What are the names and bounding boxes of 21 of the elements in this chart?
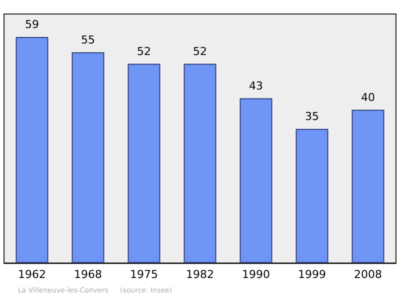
- bar: [240, 98, 272, 263]
- x-tick-label: 1990: [242, 268, 270, 281]
- x-tick-label: 1982: [186, 268, 214, 281]
- data-label: 55: [81, 33, 95, 46]
- data-label: 59: [25, 18, 39, 31]
- bar: [184, 64, 216, 263]
- x-tick-label: 1975: [130, 268, 158, 281]
- bar: [128, 64, 160, 263]
- x-tick-label: 2008: [354, 268, 382, 281]
- bar: [296, 128, 328, 263]
- data-label: 43: [249, 79, 263, 92]
- bar: [16, 36, 48, 263]
- x-tick-label: 1968: [74, 268, 102, 281]
- x-tick-label: 1962: [18, 268, 46, 281]
- data-label: 52: [137, 44, 151, 58]
- data-label: 52: [193, 44, 207, 58]
- data-label: 35: [305, 110, 319, 123]
- bar: [352, 110, 384, 263]
- x-tick-label: 1999: [298, 268, 326, 281]
- data-label: 40: [361, 90, 375, 104]
- bar: [72, 52, 104, 263]
